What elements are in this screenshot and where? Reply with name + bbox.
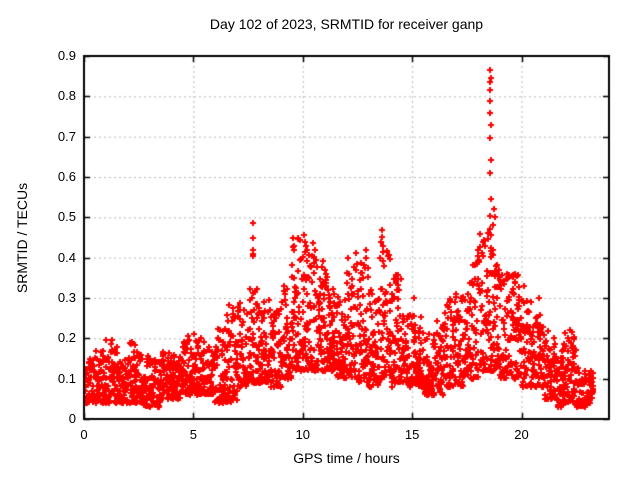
y-tick-label: 0.8 [57,88,76,104]
y-tick-label: 0.2 [57,330,76,346]
y-tick-label: 0.1 [57,370,76,386]
y-tick-label: 0.3 [57,290,76,305]
x-tick-label: 5 [189,427,197,442]
x-axis-label: GPS time / hours [293,450,400,466]
x-tick-label: 20 [514,427,529,442]
y-tick-label: 0.6 [57,169,76,184]
x-tick-label: 10 [295,427,310,442]
x-tick-label: 0 [80,427,88,442]
chart-title: Day 102 of 2023, SRMTID for receiver gan… [209,16,484,32]
y-tick-label: 0.4 [57,249,76,265]
y-tick-label: 0.9 [57,48,76,63]
x-tick-label: 15 [404,427,420,442]
y-tick-label: 0.5 [57,209,76,225]
y-axis-label: SRMTID / TECUs [14,182,30,294]
y-tick-label: 0 [68,411,76,426]
y-tick-label: 0.7 [57,128,76,144]
